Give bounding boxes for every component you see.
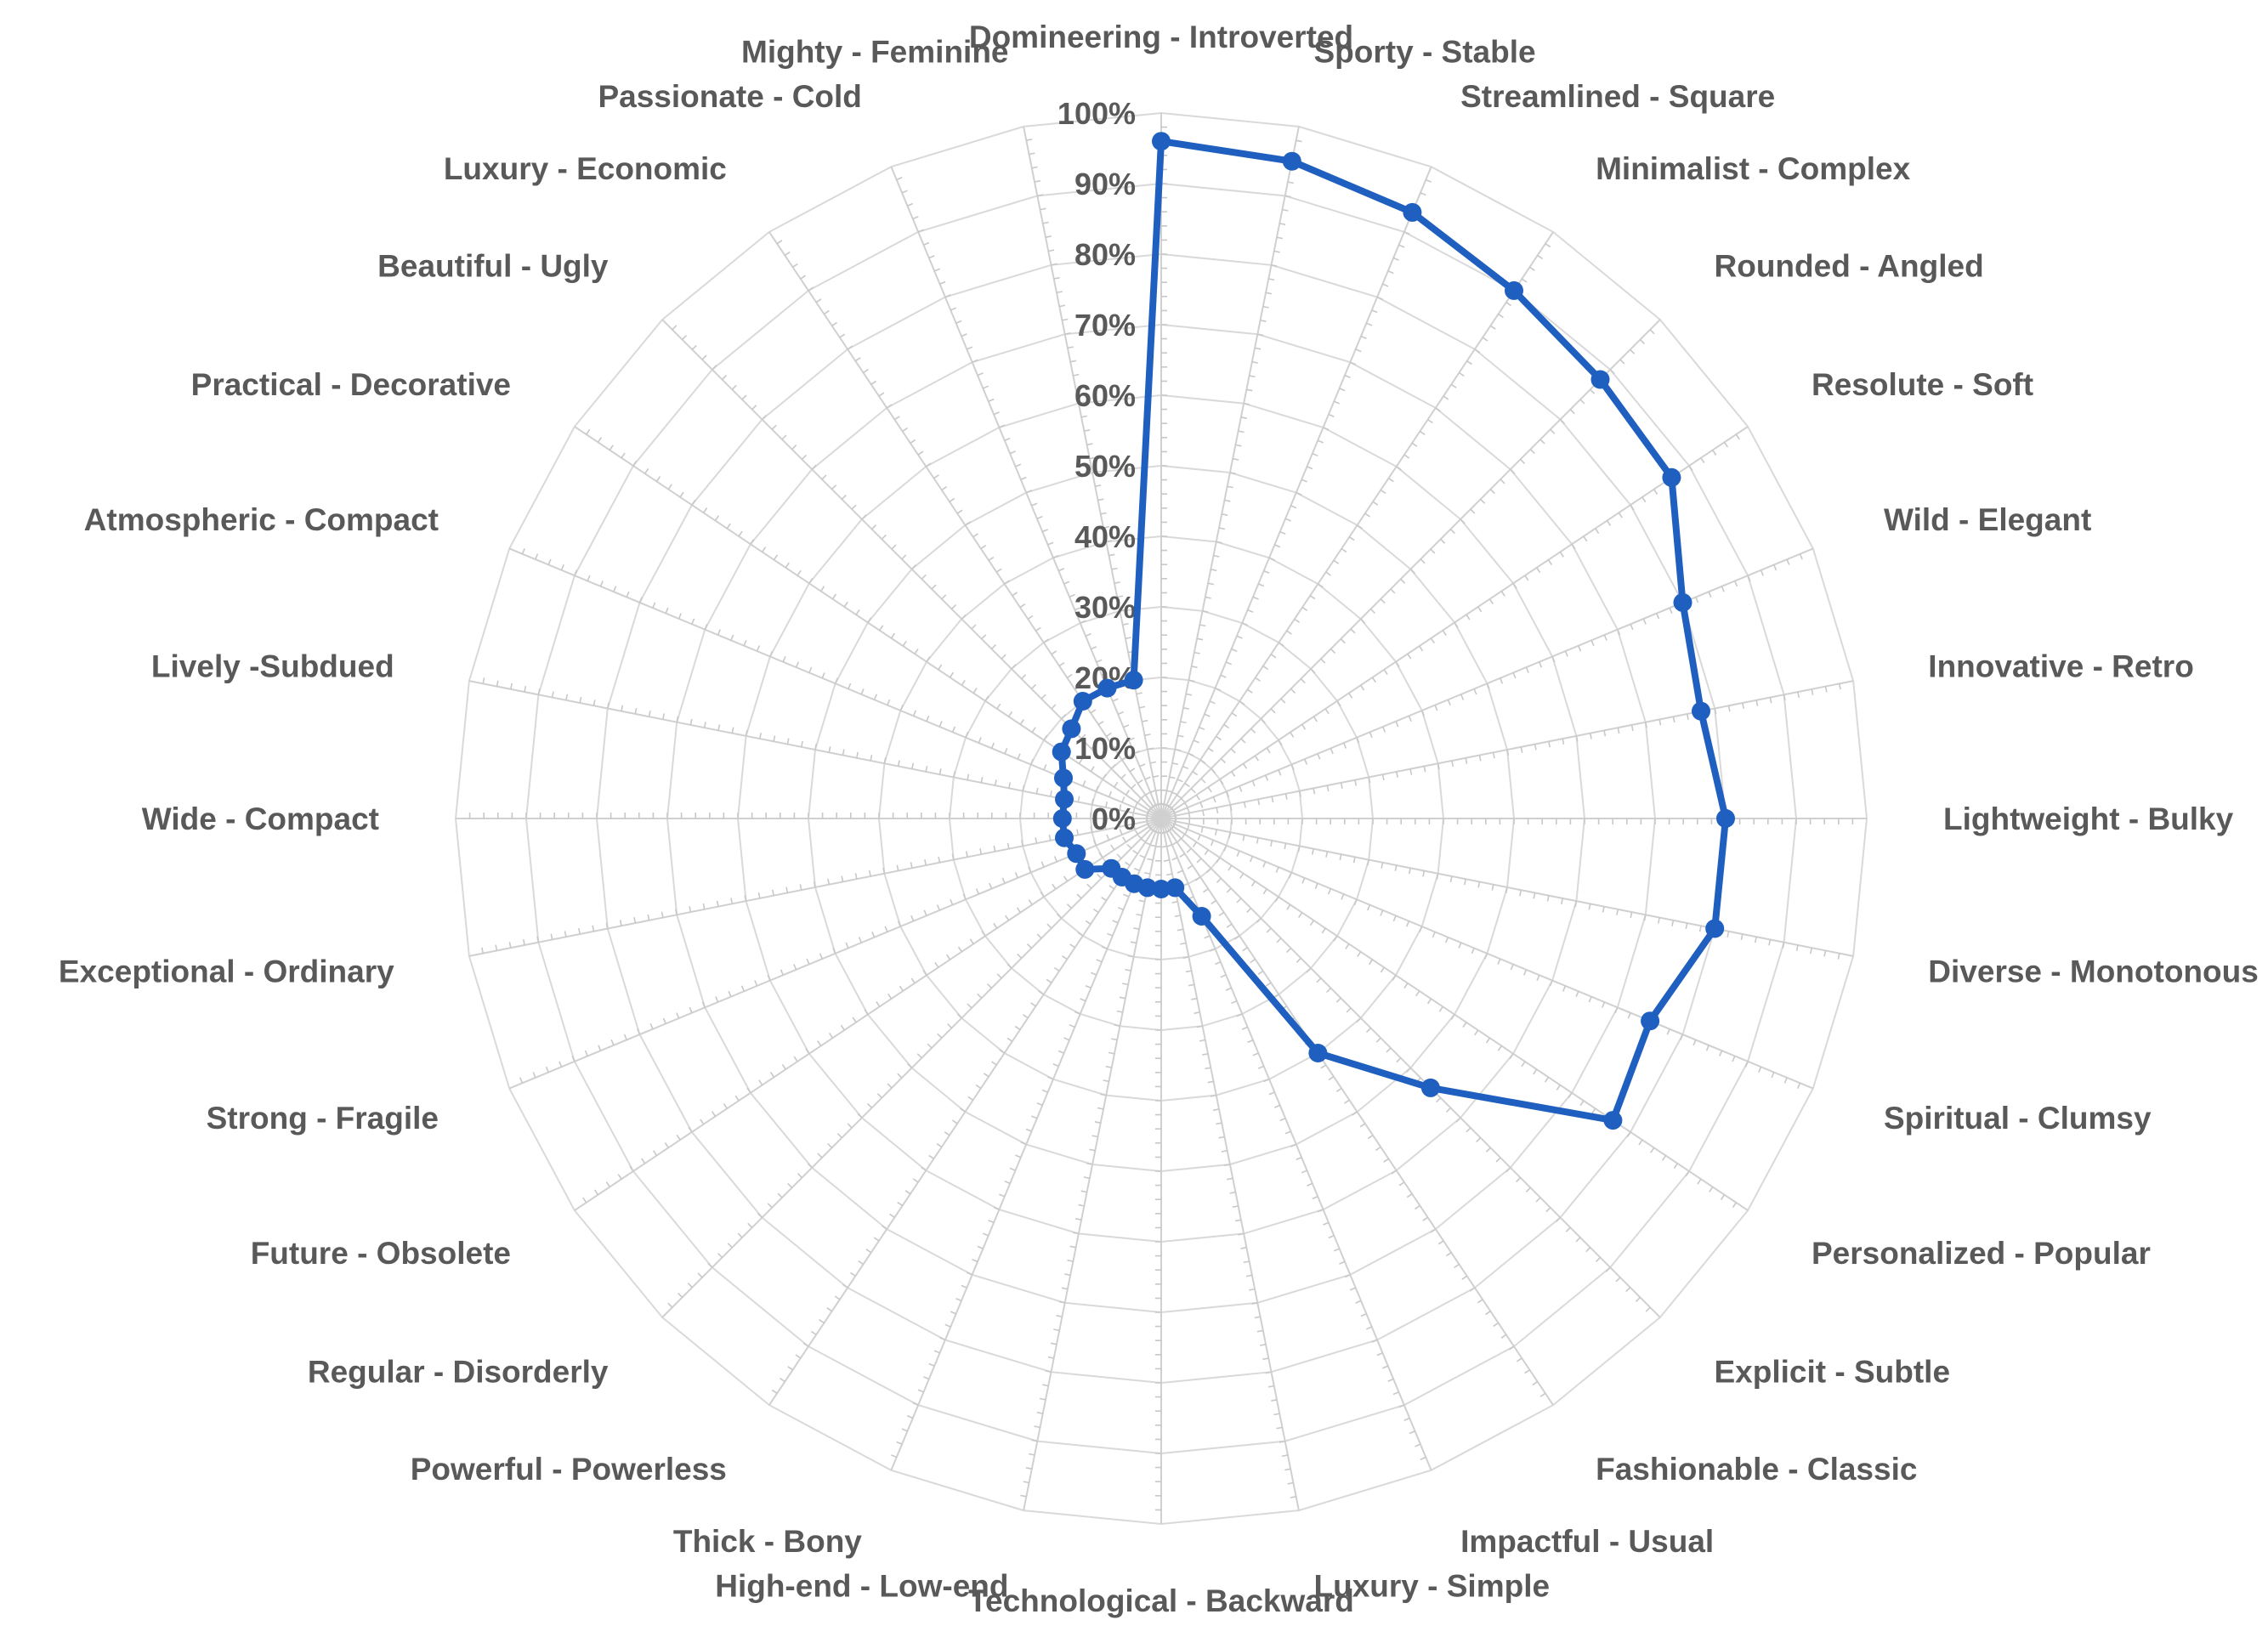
data-point <box>1308 1044 1328 1062</box>
data-point <box>1705 919 1725 938</box>
category-label: Wide - Compact <box>142 802 379 836</box>
tick-label: 50% <box>1074 449 1136 484</box>
spoke-line <box>468 680 1162 819</box>
category-label: Beautiful - Ugly <box>377 249 609 284</box>
category-label: Resolute - Soft <box>1812 367 2033 402</box>
data-point <box>1062 719 1081 739</box>
data-point <box>1282 151 1301 171</box>
tick-label: 40% <box>1074 519 1136 554</box>
category-label: Personalized - Popular <box>1812 1236 2151 1271</box>
radar-grid <box>454 111 1868 1526</box>
category-label: Rounded - Angled <box>1715 249 1984 284</box>
data-point <box>1505 280 1523 300</box>
tick-label: 90% <box>1074 167 1136 201</box>
data-point <box>1673 592 1692 612</box>
spoke-line <box>1160 231 1554 819</box>
data-point <box>1152 880 1171 898</box>
data-point <box>1716 809 1735 828</box>
data-point <box>1075 859 1095 879</box>
spoke-minor-ticks <box>1173 821 1840 960</box>
data-point <box>1152 132 1171 151</box>
tick-label: 0% <box>1091 802 1136 836</box>
data-point <box>1052 742 1071 762</box>
category-label: Impactful - Usual <box>1460 1524 1714 1559</box>
spoke-minor-ticks <box>1155 831 1161 1511</box>
category-label: Streamlined - Square <box>1460 79 1775 114</box>
spoke-minor-ticks <box>582 820 1150 1204</box>
data-point <box>1603 1111 1623 1130</box>
category-label: Fashionable - Classic <box>1596 1452 1917 1487</box>
data-series <box>1052 132 1735 1130</box>
category-label: Practical - Decorative <box>191 367 511 402</box>
tick-label: 60% <box>1074 378 1136 413</box>
data-point <box>1420 1078 1440 1097</box>
radial-axis-ticks: 0%10%20%30%40%50%60%70%80%90%100% <box>1057 96 1136 836</box>
data-point <box>1102 858 1121 878</box>
spoke-minor-ticks <box>1163 830 1546 1397</box>
spoke-minor-ticks <box>1020 830 1159 1498</box>
data-point <box>1403 202 1422 222</box>
category-label: Exceptional - Ordinary <box>59 954 394 989</box>
spoke-minor-ticks <box>1168 243 1551 811</box>
category-label: Strong - Fragile <box>207 1101 439 1136</box>
category-label: Sporty - Stable <box>1314 35 1536 70</box>
tick-label: 30% <box>1074 590 1136 625</box>
tick-label: 10% <box>1074 731 1136 766</box>
category-label: Wild - Elegant <box>1884 502 2091 537</box>
spoke-line <box>768 818 1162 1406</box>
tick-label: 70% <box>1074 308 1136 343</box>
category-label: Domineering - Introverted <box>969 20 1353 54</box>
category-label: Atmospheric - Compact <box>84 502 439 537</box>
category-label: Lively -Subdued <box>151 649 394 684</box>
spoke-line <box>1160 818 1854 957</box>
data-point <box>1662 467 1681 487</box>
data-point <box>1055 790 1074 809</box>
spoke-minor-ticks <box>1174 818 1854 824</box>
data-point <box>1097 678 1117 698</box>
data-point <box>1590 370 1610 389</box>
category-label: Mighty - Feminine <box>741 35 1009 70</box>
tick-label: 80% <box>1074 237 1136 272</box>
spoke-line <box>1160 818 1749 1211</box>
category-label: Powerful - Powerless <box>411 1452 727 1487</box>
spoke-minor-ticks <box>1172 433 1740 817</box>
category-label: Passionate - Cold <box>598 79 861 114</box>
category-label: Future - Obsolete <box>251 1236 511 1271</box>
data-point <box>1692 701 1710 721</box>
data-point <box>1054 768 1073 788</box>
category-label: Thick - Bony <box>673 1524 862 1559</box>
spoke-minor-ticks <box>468 813 1148 818</box>
spoke-minor-ticks <box>1161 126 1167 806</box>
category-label: Spiritual - Clumsy <box>1884 1101 2152 1136</box>
spoke-minor-ticks <box>771 826 1154 1394</box>
category-label: Luxury - Economic <box>444 151 727 186</box>
category-label: Luxury - Simple <box>1314 1568 1551 1603</box>
data-point <box>1124 671 1143 690</box>
data-point <box>1067 844 1086 864</box>
category-label: Diverse - Monotonous <box>1928 954 2259 989</box>
data-point <box>1055 828 1074 847</box>
spoke-minor-ticks <box>482 677 1149 816</box>
tick-label: 100% <box>1057 96 1136 131</box>
data-point <box>1052 809 1072 828</box>
spoke-line <box>1023 818 1162 1511</box>
data-point <box>1641 1011 1660 1031</box>
data-point <box>1192 907 1211 926</box>
spoke-minor-ticks <box>1164 139 1302 807</box>
category-label: High-end - Low-end <box>715 1568 1008 1603</box>
spoke-line <box>1160 126 1300 819</box>
category-label: Innovative - Retro <box>1928 649 2194 684</box>
data-point <box>1073 692 1092 711</box>
data-point <box>1165 878 1185 898</box>
category-label: Technological - Backward <box>968 1583 1354 1618</box>
category-label: Regular - Disorderly <box>308 1355 609 1390</box>
category-label: Explicit - Subtle <box>1715 1355 1951 1390</box>
category-label: Lightweight - Bulky <box>1943 802 2234 836</box>
category-label: Minimalist - Complex <box>1596 151 1910 186</box>
